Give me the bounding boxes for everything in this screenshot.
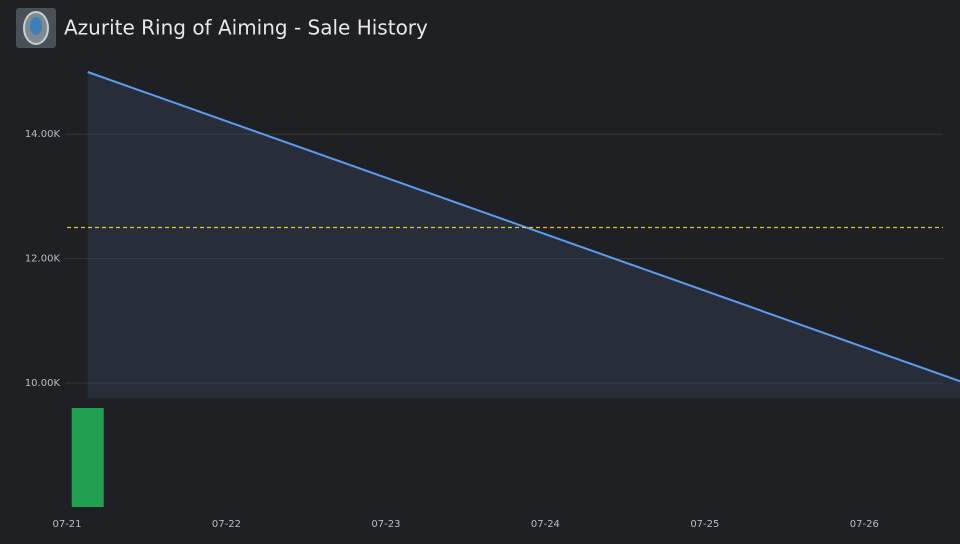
y-tick-label: 14.00K (25, 129, 61, 140)
item-icon (16, 8, 56, 48)
x-tick-label: 07-22 (212, 519, 241, 530)
area (87, 72, 960, 398)
y-tick-label: 10.00K (25, 378, 61, 389)
x-tick-label: 07-26 (850, 519, 879, 530)
price-line (87, 71, 960, 383)
volume-bar (71, 408, 104, 507)
x-tick-label: 07-25 (690, 519, 719, 530)
x-tick-label: 07-21 (52, 519, 81, 530)
x-tick-label: 07-24 (531, 519, 560, 530)
x-tick-label: 07-23 (371, 519, 400, 530)
y-tick-label: 12.00K (25, 254, 61, 265)
chart-title: Azurite Ring of Aiming - Sale History (64, 16, 428, 40)
